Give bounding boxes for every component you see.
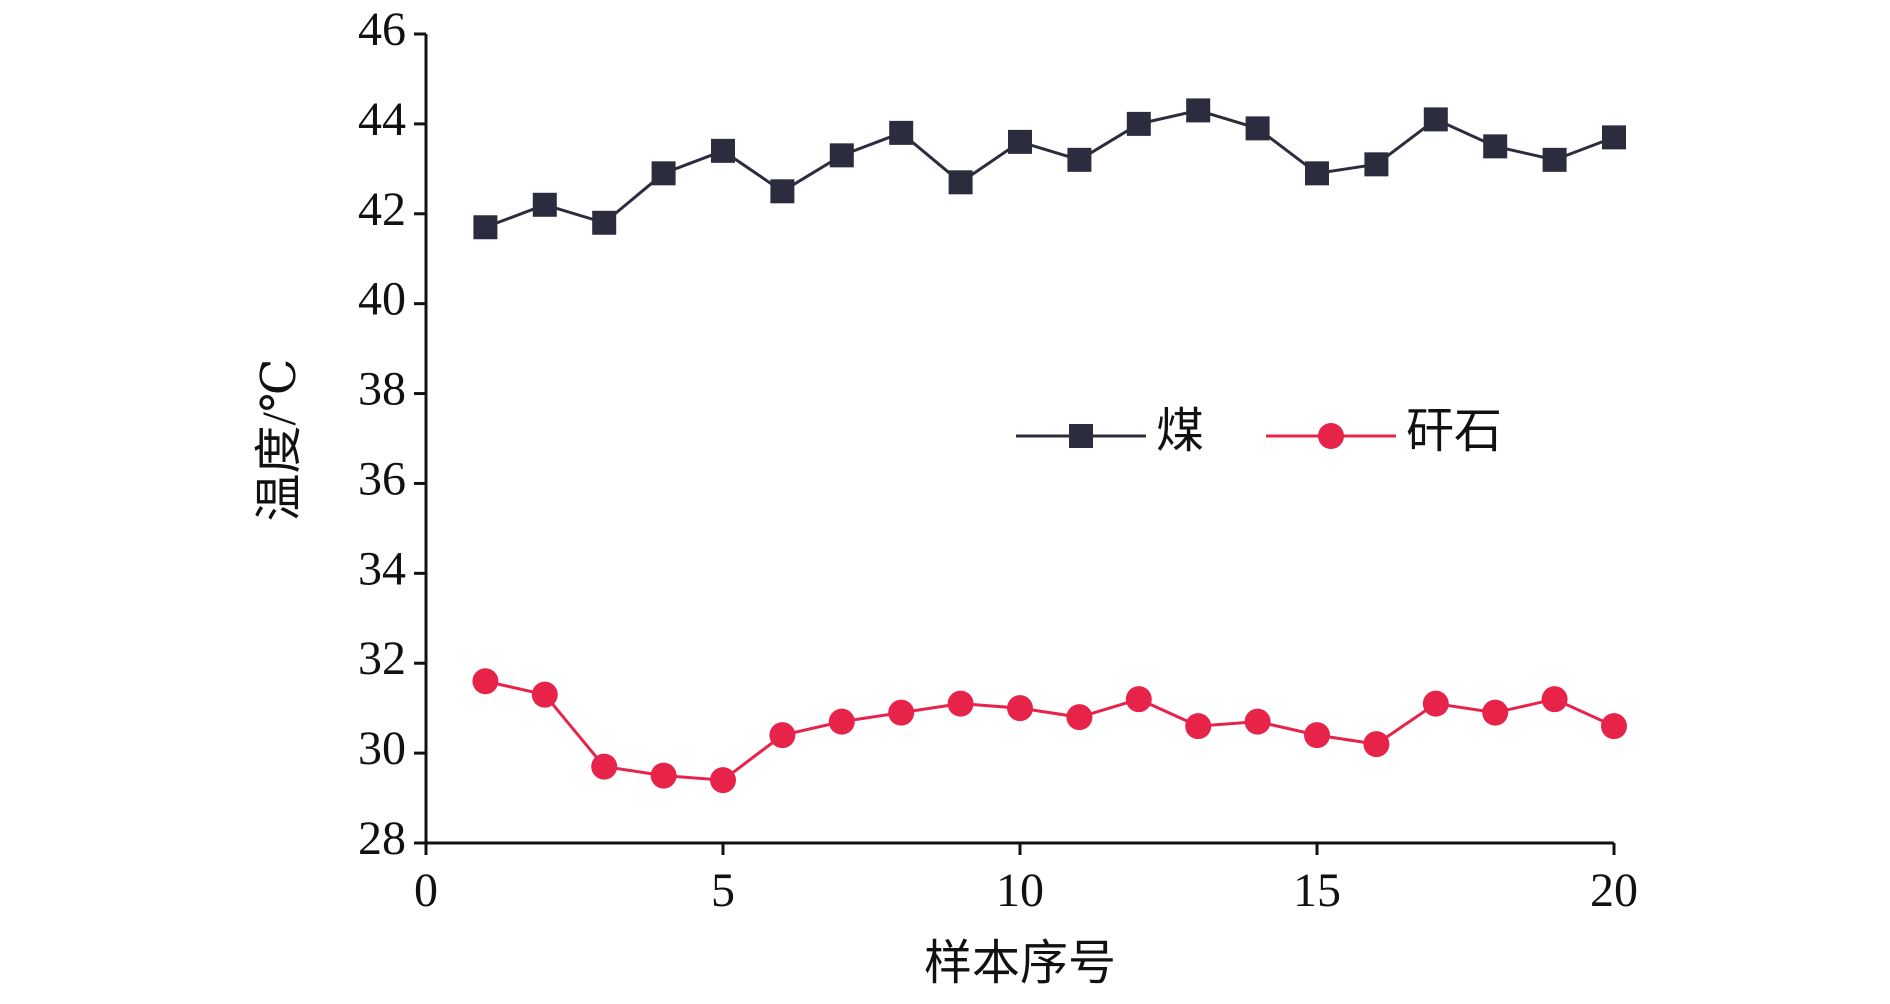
marker [1066,704,1093,731]
x-tick-label: 15 [1293,864,1341,917]
marker [651,161,676,186]
marker [1482,699,1509,726]
marker [769,722,796,749]
legend-marker [1069,424,1093,448]
marker [1126,111,1151,136]
marker [591,753,618,780]
legend-label: 矸石 [1406,405,1502,458]
marker [1602,125,1626,150]
marker [1008,129,1032,154]
marker [1601,713,1627,740]
marker [1067,147,1092,172]
marker [592,210,617,235]
marker [531,681,558,708]
marker [1185,713,1212,740]
x-axis-label: 样本序号 [924,937,1116,990]
marker [1363,731,1390,758]
y-tick-label: 32 [358,632,406,685]
marker [650,762,677,789]
marker [1423,107,1448,132]
marker [888,699,915,726]
marker [1007,695,1033,722]
marker [473,215,498,240]
x-tick-label: 20 [1590,864,1638,917]
y-tick-label: 42 [358,183,406,236]
x-tick-label: 10 [996,864,1044,917]
marker [1422,690,1449,717]
marker [711,138,735,163]
marker [1542,147,1567,172]
marker [889,120,914,145]
marker [1245,116,1270,141]
legend-label: 煤 [1156,405,1204,458]
marker [532,192,557,217]
y-tick-label: 46 [358,3,406,56]
y-tick-label: 40 [358,273,406,326]
y-tick-label: 44 [358,93,406,146]
legend-marker [1318,423,1344,449]
marker [828,708,855,735]
marker [1125,686,1152,713]
marker [472,668,499,695]
marker [1364,152,1389,177]
y-tick-label: 38 [358,363,406,416]
y-tick-label: 28 [358,812,406,865]
marker [1304,722,1330,749]
y-tick-label: 36 [358,452,406,505]
marker [1186,98,1211,123]
marker [829,143,854,168]
y-tick-label: 34 [358,542,406,595]
marker [948,170,973,195]
x-tick-label: 0 [414,864,438,917]
marker [770,179,795,204]
marker [947,690,974,717]
x-tick-label: 5 [711,864,735,917]
y-tick-label: 30 [358,722,406,775]
marker [1244,708,1271,735]
marker [710,767,736,794]
marker [1483,134,1508,159]
marker [1541,686,1568,713]
y-axis-label: 温度/℃ [253,358,306,521]
marker [1305,161,1329,186]
